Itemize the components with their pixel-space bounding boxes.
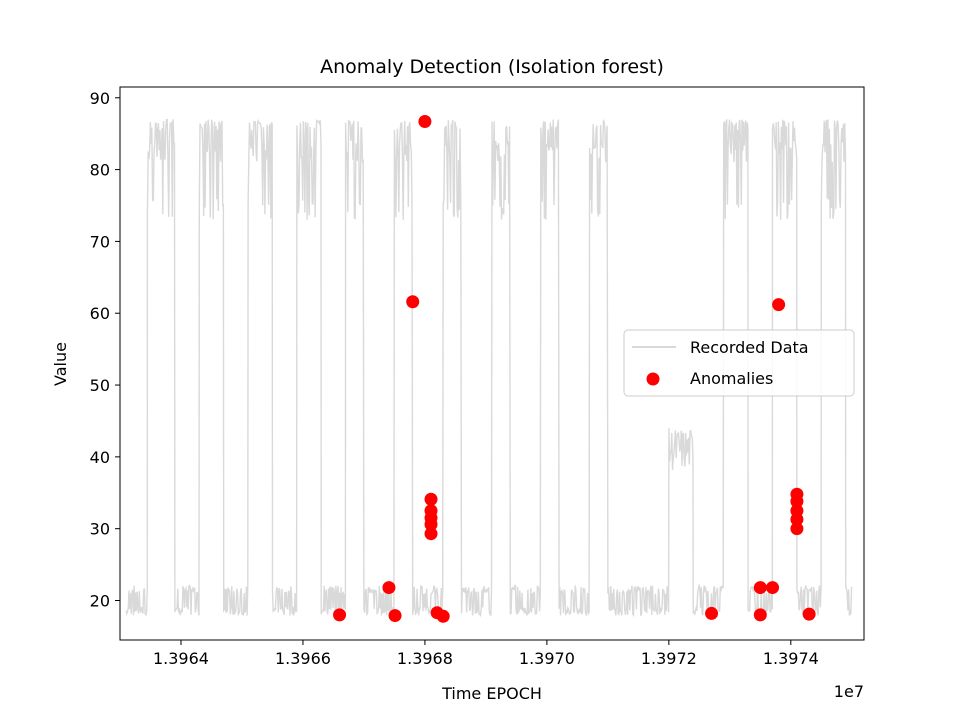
chart-title: Anomaly Detection (Isolation forest) (320, 56, 664, 78)
y-tick-label: 60 (90, 304, 110, 323)
anomaly-point (382, 581, 396, 595)
anomaly-point (406, 295, 420, 309)
anomaly-point (436, 609, 450, 623)
x-axis-offset-label: 1e7 (834, 682, 864, 701)
legend: Recorded Data Anomalies (623, 329, 855, 397)
anomaly-point (802, 607, 816, 621)
legend-entry-anomalies: Anomalies (690, 369, 773, 388)
legend-box (623, 329, 855, 397)
anomaly-point (790, 522, 804, 536)
legend-entry-recorded-data: Recorded Data (690, 338, 809, 357)
anomaly-point (424, 527, 438, 541)
y-tick-label: 80 (90, 161, 110, 180)
y-tick-label: 70 (90, 232, 110, 251)
anomaly-point (418, 114, 432, 128)
x-tick-label: 1.3972 (641, 649, 697, 668)
plot-frame (119, 86, 865, 641)
anomaly-point (753, 608, 767, 622)
recorded-data-line (125, 118, 853, 619)
anomaly-point (790, 494, 804, 508)
x-axis-label: Time EPOCH (441, 684, 542, 703)
anomaly-point (766, 581, 780, 595)
y-axis-label: Value (51, 342, 70, 386)
anomaly-point (772, 298, 786, 312)
y-tick-label: 40 (90, 448, 110, 467)
x-tick-label: 1.3966 (275, 649, 331, 668)
y-tick-label: 20 (90, 592, 110, 611)
y-tick-label: 90 (90, 89, 110, 108)
y-axis: 20 30 40 50 60 70 80 90 (90, 89, 120, 611)
anomaly-point (333, 608, 347, 622)
anomaly-point (753, 581, 767, 595)
anomaly-point (424, 492, 438, 506)
anomaly-point (790, 512, 804, 526)
x-tick-label: 1.3970 (519, 649, 575, 668)
anomaly-point (424, 517, 438, 531)
legend-marker-swatch (646, 372, 660, 386)
x-axis: 1.3964 1.3966 1.3968 1.3970 1.3972 1.3974 (153, 640, 819, 668)
anomaly-point (388, 609, 402, 623)
x-tick-label: 1.3968 (397, 649, 453, 668)
y-tick-label: 30 (90, 520, 110, 539)
plot-data-layer (125, 114, 853, 623)
x-tick-label: 1.3964 (153, 649, 209, 668)
anomaly-point (705, 606, 719, 620)
x-tick-label: 1.3974 (763, 649, 819, 668)
y-tick-label: 50 (90, 376, 110, 395)
